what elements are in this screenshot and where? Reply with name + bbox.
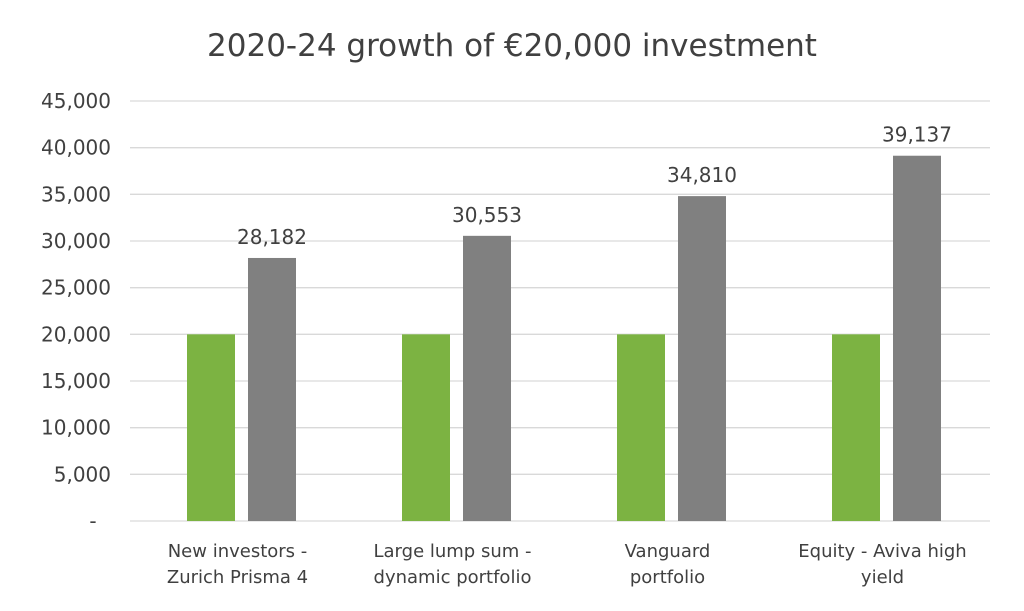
x-tick-label: Large lump sum -	[374, 541, 532, 562]
x-tick-label: Equity - Aviva high	[798, 541, 966, 562]
bar	[187, 334, 235, 521]
data-label: 30,553	[452, 203, 522, 227]
bar	[617, 334, 665, 521]
x-tick-label: yield	[861, 567, 904, 588]
x-tick-label: portfolio	[630, 567, 705, 588]
bar	[832, 334, 880, 521]
bar	[248, 257, 296, 521]
y-tick-label: 5,000	[54, 462, 111, 486]
y-tick-label: 35,000	[41, 182, 111, 206]
x-tick-label: Vanguard	[625, 541, 711, 562]
data-label: 39,137	[882, 123, 952, 147]
y-tick-label: 25,000	[41, 276, 111, 300]
y-tick-label: 20,000	[41, 322, 111, 346]
bar	[678, 196, 726, 521]
data-label: 34,810	[667, 163, 737, 187]
y-tick-label: 30,000	[41, 229, 111, 253]
x-tick-label: dynamic portfolio	[374, 567, 532, 588]
bar	[463, 235, 511, 521]
y-tick-label: 45,000	[41, 89, 111, 113]
y-tick-label: 15,000	[41, 369, 111, 393]
y-tick-label: 40,000	[41, 136, 111, 160]
y-tick-label: 10,000	[41, 416, 111, 440]
bar	[893, 155, 941, 522]
bar	[402, 334, 450, 521]
chart-title: 2020-24 growth of €20,000 investment	[207, 28, 817, 64]
x-tick-label: New investors -	[168, 541, 308, 562]
x-tick-label: Zurich Prisma 4	[167, 567, 308, 588]
data-label: 28,182	[237, 225, 307, 249]
y-tick-label: -	[89, 509, 96, 533]
